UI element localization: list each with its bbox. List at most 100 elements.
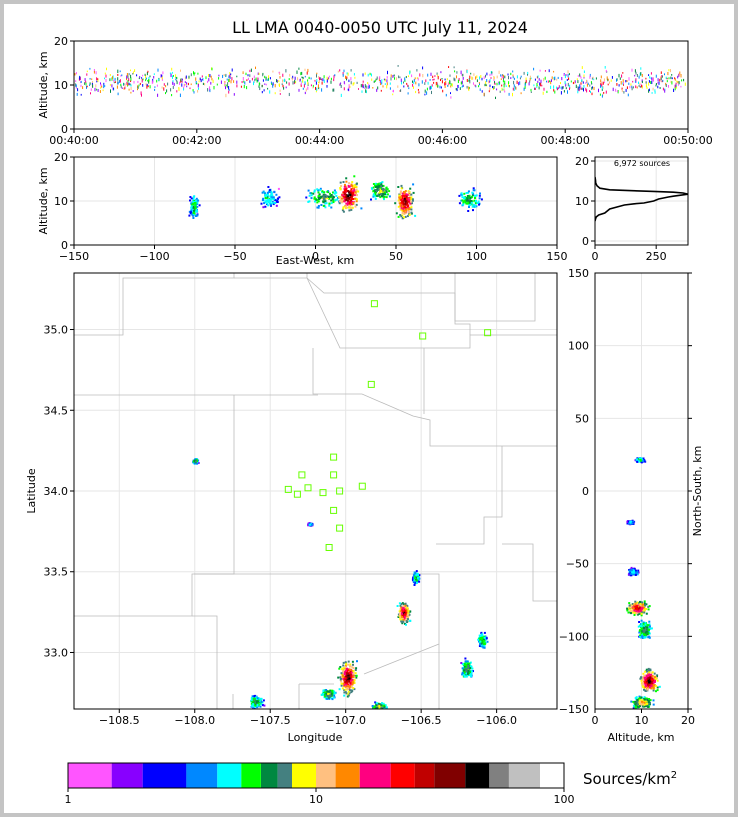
source-cell (381, 181, 384, 184)
source-cell (344, 189, 347, 192)
figure-frame: LL LMA 0040-0050 UTC July 11, 2024 00:40… (4, 4, 734, 813)
source-cell (380, 193, 383, 195)
source-point (134, 69, 136, 73)
source-cell (405, 208, 408, 211)
source-point (422, 74, 424, 78)
colorbar-cell (390, 763, 415, 788)
source-cell (278, 196, 281, 199)
source-cell (377, 184, 380, 187)
source-point (156, 84, 158, 87)
source-point (390, 77, 392, 81)
source-point (662, 79, 664, 82)
source-cell (355, 674, 358, 677)
source-cell (254, 704, 257, 707)
source-point (678, 73, 680, 77)
source-cell (626, 607, 629, 610)
source-cell (330, 694, 333, 697)
source-point (84, 78, 86, 82)
source-cell (345, 692, 348, 695)
source-cell (636, 706, 639, 709)
source-point (154, 88, 156, 91)
source-point (466, 70, 468, 74)
source-cell (656, 679, 659, 682)
source-point (233, 80, 235, 83)
source-cell (349, 682, 352, 684)
source-cell (337, 676, 340, 679)
source-point (670, 80, 672, 83)
source-point (146, 85, 148, 89)
source-point (112, 87, 114, 90)
source-point (565, 83, 567, 87)
source-cell (354, 197, 357, 200)
source-point (337, 70, 339, 73)
source-cell (479, 637, 482, 640)
source-point (101, 85, 103, 88)
source-point (264, 75, 266, 79)
source-point (496, 75, 498, 79)
source-point (462, 84, 464, 87)
source-point (515, 87, 517, 90)
source-point (628, 82, 630, 85)
source-cell (342, 210, 345, 213)
source-cell (340, 677, 342, 680)
source-point (161, 76, 163, 80)
source-point (178, 87, 180, 92)
source-point (285, 69, 287, 73)
source-point (264, 83, 266, 85)
source-cell (347, 663, 350, 666)
source-cell (381, 704, 383, 707)
source-point (550, 85, 552, 89)
source-point (165, 85, 167, 88)
source-point (512, 76, 514, 79)
source-cell (644, 689, 647, 692)
source-cell (402, 618, 405, 621)
source-point (109, 74, 111, 76)
source-point (609, 81, 610, 84)
source-point (450, 85, 452, 88)
y-tick-label: −50 (566, 558, 589, 571)
source-point (502, 76, 504, 80)
source-cell (410, 196, 413, 199)
source-cell (643, 688, 645, 691)
source-point (504, 90, 506, 93)
source-point (668, 69, 670, 72)
source-cell (355, 200, 358, 203)
source-point (468, 86, 470, 90)
source-point (587, 82, 589, 85)
source-cell (379, 182, 382, 185)
source-point (202, 78, 203, 81)
source-cell (318, 195, 321, 197)
source-cell (398, 196, 401, 199)
source-cell (470, 673, 473, 675)
source-point (141, 93, 142, 97)
source-point (529, 80, 531, 83)
source-cell (473, 189, 476, 192)
source-point (207, 88, 209, 92)
source-cell (636, 699, 639, 702)
source-point (395, 77, 397, 81)
source-cell (258, 697, 261, 700)
source-point (572, 81, 574, 85)
source-point (320, 77, 322, 81)
source-cell (472, 209, 474, 212)
source-cell (411, 202, 413, 205)
source-point (501, 75, 503, 78)
source-cell (382, 184, 385, 187)
source-point (208, 78, 210, 82)
source-cell (397, 205, 400, 208)
source-point (292, 81, 294, 85)
source-point (364, 84, 366, 88)
source-cell (414, 571, 417, 574)
source-cell (274, 199, 277, 202)
x-tick-label: −106.0 (476, 714, 517, 727)
source-point (197, 84, 199, 88)
source-point (461, 74, 463, 76)
source-point (621, 74, 623, 78)
source-cell (651, 685, 654, 688)
source-cell (640, 608, 643, 611)
source-point (411, 74, 413, 78)
source-point (129, 83, 131, 86)
source-point (295, 81, 297, 84)
source-cell (338, 667, 341, 670)
source-point (85, 80, 87, 84)
